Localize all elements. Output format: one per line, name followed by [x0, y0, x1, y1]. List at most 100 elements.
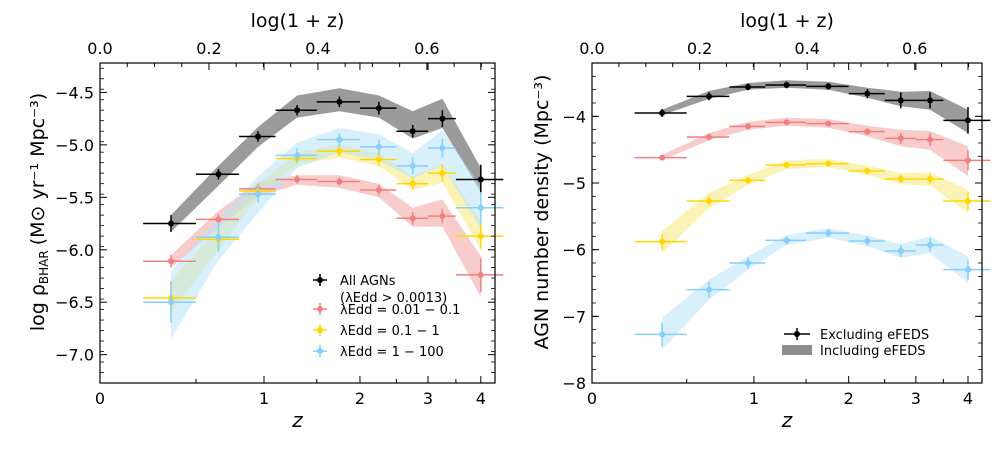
y-axis-title-unit-left: (M⊙ yr⁻¹ Mpc⁻³) — [27, 93, 49, 245]
bottom-tick-label-right-4: 4 — [963, 389, 973, 408]
data-point-left-s3-p7 — [439, 144, 446, 151]
legend-label-1: λEdd = 0.01 − 0.1 — [340, 303, 460, 318]
legend-label-0: All AGNs — [340, 274, 396, 289]
data-point-left-s1-p8 — [477, 271, 484, 278]
data-point-right-s3-p2 — [745, 260, 752, 266]
data-point-left-s1-p4 — [336, 178, 343, 185]
data-point-right-s3-p5 — [864, 238, 871, 244]
legend-marker-dot-1 — [317, 306, 323, 312]
data-point-right-s0-p7 — [927, 97, 934, 104]
data-point-left-s0-p4 — [336, 98, 343, 105]
y-axis-title-left: log ρBHAR (M⊙ yr⁻¹ Mpc⁻³) — [27, 93, 51, 331]
data-point-right-s1-p8 — [964, 157, 971, 164]
top-tick-label-left-0: 0.0 — [87, 39, 112, 58]
data-point-left-s3-p5 — [375, 143, 382, 150]
data-point-right-s1-p1 — [705, 134, 712, 140]
bottom-tick-label-left-3: 3 — [423, 389, 433, 408]
top-tick-label-right-0: 0.0 — [579, 39, 604, 58]
legend-marker-errorbar-dot — [794, 331, 800, 337]
top-tick-label-right-3: 0.6 — [902, 39, 927, 58]
data-point-right-s2-p6 — [897, 176, 904, 182]
y-tick-label-left-4: −6.5 — [55, 293, 94, 312]
data-point-left-s0-p0 — [168, 220, 175, 227]
y-tick-label-right-1: −5 — [562, 174, 586, 193]
data-point-left-s3-p4 — [336, 136, 343, 143]
data-point-left-s1-p5 — [375, 186, 382, 193]
top-tick-label-right-1: 0.2 — [687, 39, 712, 58]
data-point-left-s3-p3 — [294, 152, 301, 159]
y-tick-label-right-3: −7 — [562, 307, 586, 326]
data-point-right-s0-p8 — [964, 117, 971, 124]
x-axis-title-right: z — [781, 408, 793, 432]
data-point-left-s0-p6 — [409, 128, 416, 135]
band-left-series-1 — [171, 175, 481, 297]
data-point-left-s1-p0 — [168, 258, 175, 265]
data-point-left-s3-p0 — [168, 299, 175, 306]
data-point-right-s0-p0 — [659, 110, 666, 116]
data-point-right-s3-p1 — [705, 286, 712, 293]
band-right-series-3 — [662, 228, 968, 350]
data-point-right-s2-p4 — [825, 160, 832, 167]
top-tick-label-left-3: 0.6 — [414, 39, 439, 58]
data-point-right-s3-p4 — [825, 230, 832, 236]
top-axis-title-left: log(1 + z) — [251, 10, 345, 32]
data-point-left-s1-p1 — [215, 216, 222, 223]
right-panel: 0 1 2 3 4 0.0 0.2 0.4 0.6 −4 −5 −6 −7 −8 log(1 + z) z AG… — [531, 10, 991, 432]
left-panel: 0 1 2 3 4 0.0 0.2 0.4 0.6 −4.5 −5.0 −5.5 −6.0 −6.5 −7.… — [27, 10, 504, 432]
bottom-tick-label-right-1: 1 — [749, 389, 759, 408]
y-tick-label-left-1: −5.0 — [55, 136, 94, 155]
data-point-right-s1-p4 — [825, 120, 832, 127]
data-point-left-s0-p5 — [375, 105, 382, 112]
band-left-series-3 — [171, 128, 481, 339]
legend-label-3: λEdd = 1 − 100 — [340, 345, 444, 360]
data-point-left-s0-p3 — [294, 107, 301, 114]
y-tick-label-left-2: −5.5 — [55, 188, 94, 207]
data-point-right-s2-p1 — [705, 198, 712, 204]
legend-marker-dot-2 — [317, 327, 323, 333]
data-point-right-s0-p2 — [745, 84, 752, 90]
bottom-tick-label-left-1: 1 — [259, 389, 269, 408]
legend-marker-dot-0 — [317, 277, 323, 283]
data-point-right-s1-p7 — [927, 136, 934, 143]
bottom-tick-label-left-4: 4 — [476, 389, 486, 408]
x-axis-title-left: z — [291, 408, 303, 432]
legend-left: All AGNs (λEdd > 0.0013)λEdd = 0.01 − 0.1… — [313, 274, 460, 360]
band-right-series-0 — [662, 80, 968, 133]
data-point-left-s1-p3 — [294, 176, 301, 183]
data-point-left-s2-p4 — [336, 148, 343, 155]
legend-label-1: Including eFEDS — [820, 344, 926, 359]
data-point-right-s0-p1 — [705, 93, 712, 100]
legend-marker-dot-3 — [317, 348, 323, 354]
data-point-right-s3-p7 — [927, 242, 934, 248]
bottom-tick-label-left-2: 2 — [355, 389, 365, 408]
bottom-tick-label-right-0: 0 — [587, 389, 597, 408]
data-point-right-s1-p5 — [864, 128, 871, 135]
data-point-right-s1-p2 — [745, 123, 752, 130]
data-point-left-s3-p2 — [255, 191, 262, 198]
y-axis-title-main-left: log ρ — [27, 284, 49, 331]
legend-label-line2-0: (λEdd > 0.0013) — [340, 291, 447, 306]
data-point-right-s0-p3 — [783, 82, 790, 88]
data-point-left-s3-p8 — [477, 204, 484, 211]
data-point-left-s0-p2 — [255, 133, 262, 140]
data-point-left-s3-p6 — [409, 162, 416, 169]
y-tick-label-left-5: −7.0 — [55, 346, 94, 365]
data-point-right-s2-p0 — [659, 238, 666, 245]
data-point-right-s1-p3 — [783, 119, 790, 126]
data-point-right-s1-p6 — [897, 135, 904, 142]
y-axis-title-sub-left: BHAR — [37, 250, 51, 284]
top-tick-label-right-2: 0.4 — [794, 39, 819, 58]
y-tick-label-left-0: −4.5 — [55, 83, 94, 102]
data-point-right-s3-p0 — [659, 331, 666, 338]
data-point-left-s1-p7 — [439, 213, 446, 220]
data-point-right-s0-p6 — [897, 97, 904, 104]
data-point-left-s2-p5 — [375, 156, 382, 163]
y-tick-label-right-2: −6 — [562, 241, 586, 260]
bottom-tick-label-right-2: 2 — [844, 389, 854, 408]
data-point-right-s0-p4 — [825, 83, 832, 90]
data-point-right-s2-p7 — [927, 176, 934, 182]
y-tick-label-right-4: −8 — [562, 374, 586, 393]
band-left-series-0 — [171, 88, 481, 232]
